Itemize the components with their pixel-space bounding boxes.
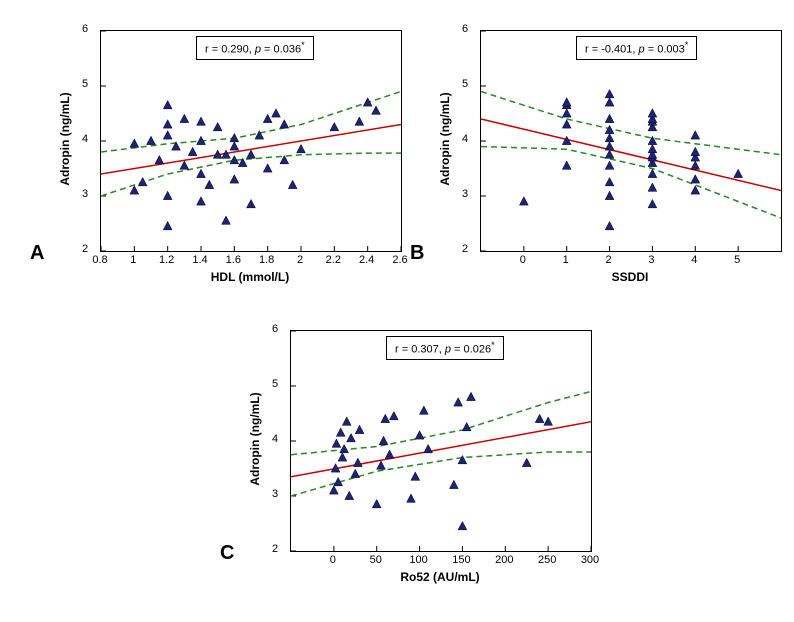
xtick-label: 3 (641, 254, 661, 266)
xtick-label: 1.6 (223, 254, 243, 266)
x-axis-label-B: SSDDI (480, 270, 780, 284)
p-value: 0.036 (274, 44, 302, 56)
sig-marker: * (491, 340, 495, 350)
xtick-label: 2.6 (390, 254, 410, 266)
y-axis-label-B: Adropin (ng/mL) (438, 79, 452, 199)
xtick-label: 4 (684, 254, 704, 266)
sig-marker: * (685, 40, 689, 50)
plot-area-C (290, 330, 592, 552)
xtick-label: 0.8 (90, 254, 110, 266)
stats-box-C: r = 0.307, p = 0.026* (386, 336, 504, 360)
ytick-label: 5 (462, 78, 468, 90)
figure-container: A 0.8 1 1.2 1.4 1.6 1.8 2 2.2 2.4 2.6 2 3 4 5 6 HDL (mmo… (0, 0, 794, 622)
r-value: 0.307 (411, 344, 439, 356)
xtick-label: 1.4 (190, 254, 210, 266)
xtick-label: 300 (580, 554, 600, 566)
xtick-label: 1 (123, 254, 143, 266)
ytick-label: 5 (82, 78, 88, 90)
x-axis-label-C: Ro52 (AU/mL) (290, 570, 590, 584)
panel-B: B01234523456SSDDIAdropin (ng/mL)r = -0.4… (410, 10, 770, 290)
ytick-label: 4 (272, 433, 278, 445)
y-axis-label-C: Adropin (ng/mL) (248, 379, 262, 499)
p-value: 0.026 (464, 344, 492, 356)
x-axis-label-A: HDL (mmol/L) (100, 270, 400, 284)
ytick-label: 2 (272, 543, 278, 555)
sig-marker: * (301, 40, 305, 50)
ytick-label: 6 (82, 23, 88, 35)
panel-A: A0.811.21.41.61.822.22.42.623456HDL (mmo… (30, 10, 390, 290)
plot-area-B (480, 30, 782, 252)
plot-svg-A (101, 31, 401, 251)
plot-area-A (100, 30, 402, 252)
panel-label-A: A (30, 242, 44, 265)
xtick-label: 5 (727, 254, 747, 266)
r-value: -0.401 (601, 44, 632, 56)
panel-C: C05010015020025030023456Ro52 (AU/mL)Adro… (220, 310, 580, 590)
xtick-label: 1 (556, 254, 576, 266)
ytick-label: 4 (82, 133, 88, 145)
xtick-label: 0 (323, 554, 343, 566)
xtick-label: 1.8 (257, 254, 277, 266)
xtick-label: 2.4 (357, 254, 377, 266)
ytick-label: 6 (462, 23, 468, 35)
ytick-label: 5 (272, 378, 278, 390)
ytick-label: 4 (462, 133, 468, 145)
panel-label-C: C (220, 542, 234, 565)
ytick-label: 3 (272, 488, 278, 500)
stats-box-A: r = 0.290, p = 0.036* (196, 36, 314, 60)
plot-svg-C (291, 331, 591, 551)
ytick-label: 6 (272, 323, 278, 335)
ytick-label: 2 (462, 243, 468, 255)
ytick-label: 3 (462, 188, 468, 200)
xtick-label: 250 (537, 554, 557, 566)
xtick-label: 200 (494, 554, 514, 566)
y-axis-label-A: Adropin (ng/mL) (58, 79, 72, 199)
xtick-label: 100 (409, 554, 429, 566)
xtick-label: 2.2 (323, 254, 343, 266)
xtick-label: 2 (599, 254, 619, 266)
xtick-label: 50 (366, 554, 386, 566)
panel-label-B: B (410, 242, 424, 265)
plot-svg-B (481, 31, 781, 251)
p-value: 0.003 (657, 44, 685, 56)
stats-box-B: r = -0.401, p = 0.003* (576, 36, 697, 60)
r-value: 0.290 (221, 44, 249, 56)
xtick-label: 0 (513, 254, 533, 266)
ytick-label: 2 (82, 243, 88, 255)
xtick-label: 2 (290, 254, 310, 266)
xtick-label: 150 (451, 554, 471, 566)
ytick-label: 3 (82, 188, 88, 200)
xtick-label: 1.2 (157, 254, 177, 266)
